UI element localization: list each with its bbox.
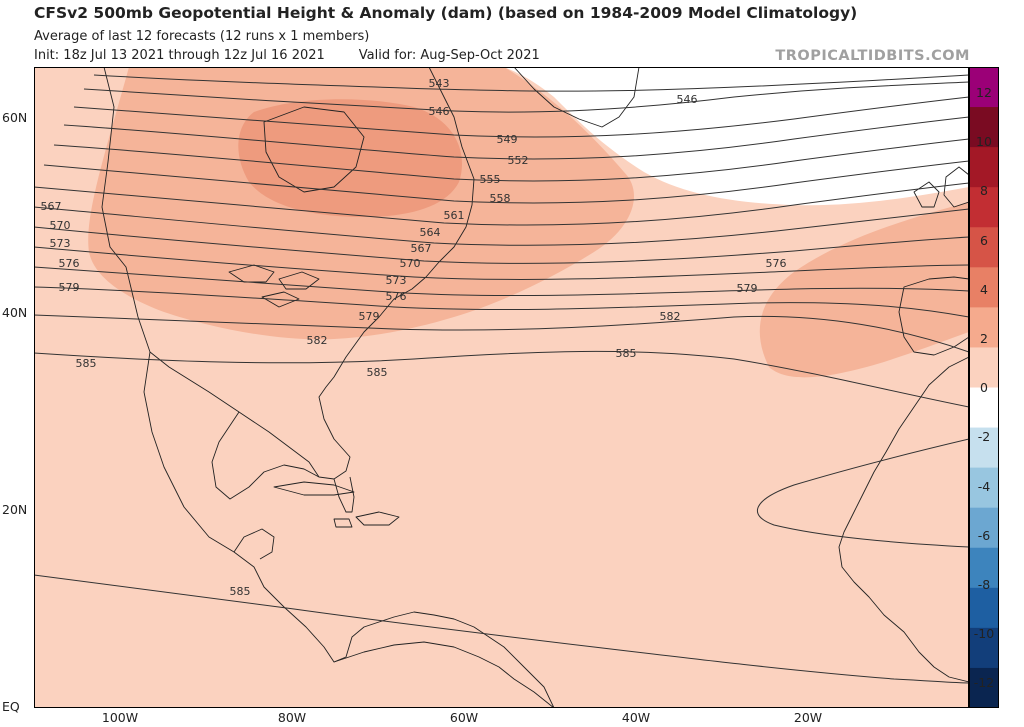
watermark: TROPICALTIDBITS.COM [775, 48, 970, 64]
chart-subtitle: Average of last 12 forecasts (12 runs x … [34, 29, 370, 44]
colorbar-tick-label: 6 [980, 232, 988, 248]
contour-labels: 543 546 546 549 552 555 558 561 564 567 … [41, 77, 787, 598]
contour-label: 582 [307, 334, 328, 347]
lon-label-40w: 40W [621, 710, 651, 725]
lon-label-80w: 80W [277, 710, 307, 725]
contour-label: 570 [50, 219, 71, 232]
colorbar-segment [969, 107, 999, 148]
colorbar-tick-label: 8 [980, 183, 988, 199]
coastlines [101, 67, 969, 708]
contour-label: 579 [359, 310, 380, 323]
colorbar-segment [969, 267, 999, 308]
contour-label: 585 [616, 347, 637, 360]
colorbar-segment [969, 147, 999, 188]
contour-label: 549 [497, 133, 518, 146]
contour-label: 585 [76, 357, 97, 370]
anomaly-positive-east-atlantic [759, 202, 969, 378]
colorbar-frame [969, 67, 999, 708]
contour-label: 576 [59, 257, 80, 270]
contour-label: 585 [367, 366, 388, 379]
valid-period: Valid for: Aug-Sep-Oct 2021 [358, 48, 540, 63]
colorbar-segments [969, 67, 999, 708]
contour-label: 582 [660, 310, 681, 323]
lon-label-60w: 60W [449, 710, 479, 725]
colorbar-tick-label: -12 [973, 675, 995, 691]
chart-title: CFSv2 500mb Geopotential Height & Anomal… [34, 4, 858, 22]
contour-label: 561 [444, 209, 465, 222]
lat-label-eq: EQ [2, 699, 20, 714]
init-time: Init: 18z Jul 13 2021 through 12z Jul 16… [34, 48, 325, 63]
colorbar-segment [969, 467, 999, 509]
contour-label: 576 [766, 257, 787, 270]
contour-label: 558 [490, 192, 511, 205]
colorbar [969, 67, 999, 708]
contour-label: 567 [41, 200, 62, 213]
contour-label: 579 [737, 282, 758, 295]
map-frame [34, 67, 969, 708]
colorbar-segment [969, 627, 999, 669]
lat-label-60n: 60N [2, 110, 28, 125]
colorbar-tick-label: 4 [980, 281, 988, 297]
contour-label: 579 [59, 281, 80, 294]
contour-label: 576 [386, 290, 407, 303]
lat-label-40n: 40N [2, 305, 28, 320]
colorbar-segment [969, 587, 999, 629]
lon-label-100w: 100W [101, 710, 139, 725]
colorbar-tick-label: -2 [977, 429, 991, 445]
colorbar-tick-label: -4 [977, 478, 991, 494]
contour-label: 585 [230, 585, 251, 598]
colorbar-segment [969, 67, 999, 108]
contour-label: 573 [386, 274, 407, 287]
colorbar-tick-label: -8 [977, 577, 991, 592]
contour-label: 552 [508, 154, 529, 167]
colorbar-segment [969, 667, 999, 708]
contour-label: 567 [411, 242, 432, 255]
run-info: Init: 18z Jul 13 2021 through 12z Jul 16… [34, 48, 540, 63]
colorbar-tick-label: -6 [977, 527, 991, 543]
colorbar-tick-label: 2 [980, 331, 988, 346]
lat-label-20n: 20N [2, 502, 28, 517]
contour-label: 546 [677, 93, 698, 106]
colorbar-tick-label: 10 [976, 134, 992, 150]
colorbar-tick-label: 12 [976, 85, 992, 100]
colorbar-segment [969, 307, 999, 348]
colorbar-segment [969, 227, 999, 268]
contour-label: 564 [420, 226, 441, 239]
contour-label: 555 [480, 173, 501, 186]
colorbar-segment [969, 507, 999, 549]
lon-label-20w: 20W [793, 710, 823, 725]
contour-label: 573 [50, 237, 71, 250]
colorbar-segment [969, 387, 999, 429]
colorbar-tick-label: -10 [973, 626, 995, 642]
colorbar-segment [969, 547, 999, 589]
colorbar-segment [969, 427, 999, 469]
colorbar-segment [969, 187, 999, 228]
contour-label: 546 [429, 105, 450, 118]
anomaly-core-hudson [238, 99, 462, 217]
contour-label: 543 [429, 77, 450, 90]
colorbar-segment [969, 347, 999, 388]
anomaly-neutral-region [504, 67, 969, 206]
map-panel[interactable]: 543 546 546 549 552 555 558 561 564 567 … [34, 67, 969, 708]
contour-label: 570 [400, 257, 421, 270]
colorbar-tick-label: 0 [980, 380, 988, 396]
